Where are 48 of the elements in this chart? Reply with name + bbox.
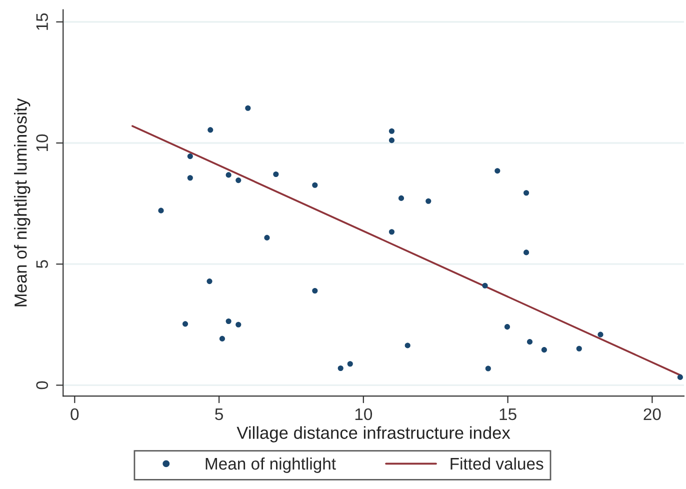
point bbox=[404, 342, 410, 348]
point bbox=[206, 278, 212, 284]
point bbox=[598, 332, 604, 338]
legend-label: Fitted values bbox=[450, 457, 544, 470]
point bbox=[264, 234, 270, 240]
point bbox=[504, 324, 510, 330]
legend-label: Mean of nightlight bbox=[206, 457, 336, 473]
point bbox=[388, 138, 394, 144]
point bbox=[485, 366, 491, 372]
point bbox=[187, 154, 193, 160]
y-tick-label: 5 bbox=[36, 260, 48, 268]
point bbox=[245, 105, 251, 111]
point bbox=[426, 198, 432, 204]
y-tick-label: 15 bbox=[36, 13, 48, 30]
point bbox=[347, 361, 353, 367]
y-axis-title: Mean of nightligt luminosity bbox=[14, 98, 30, 306]
x-tick-label: 15 bbox=[500, 408, 516, 420]
point bbox=[398, 195, 404, 201]
point bbox=[226, 172, 232, 178]
point bbox=[677, 374, 683, 380]
x-tick-label: 5 bbox=[215, 408, 223, 420]
point bbox=[182, 321, 188, 327]
x-axis-title: Village distance infrastructure index bbox=[236, 426, 510, 442]
point bbox=[494, 168, 500, 174]
point bbox=[158, 208, 164, 214]
point bbox=[338, 365, 344, 372]
point bbox=[526, 339, 533, 345]
point bbox=[312, 288, 318, 294]
point bbox=[524, 250, 530, 256]
point bbox=[226, 318, 232, 324]
point bbox=[236, 322, 242, 328]
y-tick-label: 10 bbox=[36, 134, 48, 151]
point bbox=[219, 336, 225, 342]
point bbox=[482, 282, 488, 288]
point bbox=[524, 190, 530, 196]
point bbox=[236, 178, 242, 184]
x-tick-label: 0 bbox=[70, 408, 79, 420]
point bbox=[273, 171, 279, 178]
point bbox=[208, 127, 214, 133]
point bbox=[541, 347, 547, 353]
point bbox=[312, 182, 318, 188]
x-tick-label: 10 bbox=[355, 408, 372, 420]
point bbox=[576, 346, 582, 352]
x-tick-label: 20 bbox=[644, 408, 661, 420]
y-tick-label: 0 bbox=[36, 381, 48, 390]
point bbox=[388, 229, 394, 235]
point bbox=[388, 128, 394, 134]
point bbox=[187, 175, 193, 181]
